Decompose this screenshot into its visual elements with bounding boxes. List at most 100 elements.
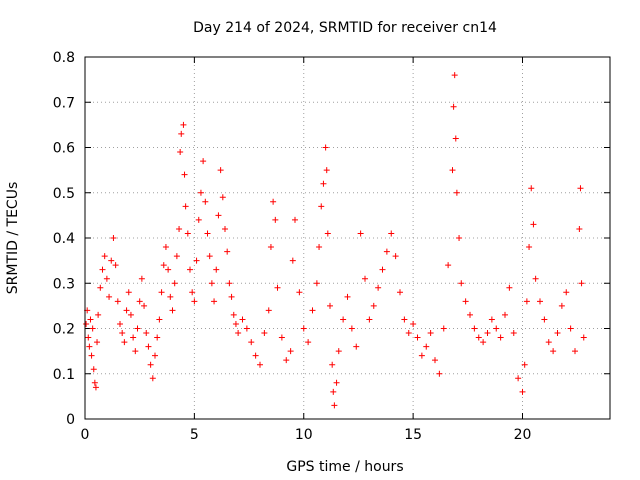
data-point [232, 320, 239, 327]
data-point [432, 357, 438, 364]
y-tick-label: 0.5 [53, 186, 75, 202]
data-point [274, 284, 281, 291]
data-point [418, 352, 425, 359]
data-point [362, 275, 368, 282]
data-point [123, 307, 130, 314]
data-point [143, 330, 150, 337]
data-point [502, 311, 508, 318]
data-point [213, 266, 220, 273]
data-point [169, 307, 176, 314]
data-point [195, 216, 202, 223]
data-point [252, 352, 259, 359]
data-point [267, 244, 274, 251]
data-point [89, 325, 96, 332]
data-point [187, 266, 193, 273]
data-point [471, 325, 478, 332]
data-point [456, 235, 463, 241]
y-tick-label: 0.1 [53, 367, 75, 383]
data-point [452, 135, 459, 142]
data-point [110, 235, 117, 241]
data-point [300, 325, 307, 332]
data-point [427, 330, 434, 337]
data-point [112, 262, 119, 269]
data-point [510, 330, 517, 337]
data-point [88, 352, 95, 359]
data-point [493, 325, 500, 332]
data-point [550, 348, 557, 355]
y-axis-label: SRMTID / TECUs [5, 182, 21, 295]
x-axis-label: GPS time / hours [286, 459, 403, 475]
data-point [578, 280, 585, 287]
axis-ticks: 0 0.1 0.2 0.3 0.4 0.5 0.6 0.7 0.8 0 5 10 15 20 [53, 50, 610, 443]
data-point [272, 216, 279, 223]
data-point [162, 244, 169, 251]
data-point [154, 334, 161, 341]
data-point [397, 289, 403, 296]
data-point [401, 316, 408, 323]
data-point [335, 348, 342, 355]
data-point [318, 203, 325, 210]
data-point [313, 280, 320, 287]
data-point [521, 361, 528, 368]
data-point [379, 266, 386, 273]
data-point [366, 316, 373, 323]
data-point [497, 334, 504, 341]
data-point [222, 225, 228, 232]
data-point [287, 348, 294, 355]
data-point [451, 72, 458, 79]
data-point [329, 361, 336, 368]
data-point [488, 316, 495, 323]
data-point [117, 320, 123, 327]
data-point [92, 384, 99, 391]
data-point [160, 262, 167, 269]
data-point [450, 103, 457, 110]
data-point [423, 343, 430, 350]
data-point [125, 289, 132, 296]
data-point [453, 189, 460, 196]
data-point [177, 149, 184, 156]
data-point [171, 280, 178, 287]
plot-frame [84, 56, 611, 420]
data-point [330, 388, 337, 395]
y-tick-label: 0.2 [53, 322, 75, 338]
data-point [202, 198, 209, 205]
data-point [532, 275, 539, 282]
grid [85, 57, 610, 419]
data-point [348, 325, 355, 332]
data-point [462, 298, 469, 305]
data-point [309, 307, 316, 314]
data-point [449, 167, 456, 174]
data-point [353, 343, 360, 350]
data-point [173, 253, 180, 260]
data-point [97, 284, 104, 291]
data-point [528, 185, 535, 192]
data-point [182, 203, 189, 210]
data-point [91, 379, 98, 386]
data-point [145, 343, 152, 350]
data-point [127, 311, 134, 318]
data-point [475, 334, 482, 341]
data-point [523, 298, 530, 305]
data-point [243, 325, 250, 332]
data-point [577, 185, 584, 192]
x-tick-label: 20 [514, 427, 532, 443]
data-point [484, 330, 491, 337]
data-point [200, 158, 207, 165]
data-point [230, 311, 237, 318]
data-point [392, 253, 399, 260]
data-point [445, 262, 452, 269]
data-point [99, 266, 106, 273]
data-point [224, 248, 231, 255]
data-point [134, 325, 141, 332]
data-point [87, 316, 94, 323]
data-point [322, 144, 329, 151]
data-point [103, 275, 110, 282]
data-point [370, 302, 377, 309]
data-point [180, 121, 187, 128]
data-point [215, 212, 222, 219]
x-tick-label: 10 [295, 427, 313, 443]
data-point [414, 334, 421, 341]
data-point [138, 275, 145, 282]
data-point [85, 334, 92, 341]
data-point [331, 402, 338, 409]
